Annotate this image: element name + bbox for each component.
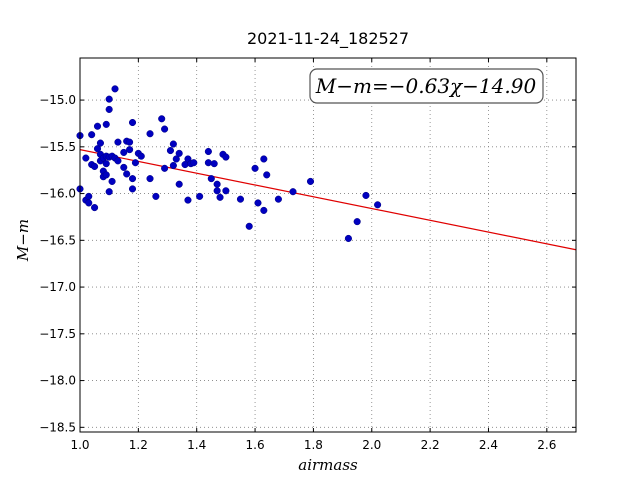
y-axis-label: M−m — [14, 219, 32, 262]
data-point — [161, 125, 169, 133]
x-tick-label: 2.0 — [362, 438, 381, 452]
data-point — [207, 175, 215, 183]
data-point — [108, 177, 116, 185]
data-point — [93, 122, 102, 130]
data-point — [152, 192, 160, 200]
data-point — [204, 147, 212, 156]
data-point — [213, 180, 221, 188]
y-tick-labels: −15.0 −15.5 −16.0 −16.5 −17.0 −17.5 −18.0 −18.5 — [39, 93, 76, 434]
data-point — [175, 180, 183, 188]
data-point — [260, 206, 268, 214]
data-point — [102, 171, 110, 179]
x-tick-label: 1.2 — [129, 438, 148, 452]
data-point — [190, 159, 198, 167]
data-point — [251, 164, 259, 172]
data-point — [85, 199, 93, 207]
data-point — [146, 175, 154, 183]
chart-title: 2021-11-24_182527 — [247, 29, 409, 49]
data-point — [166, 147, 174, 155]
axis-ticks — [79, 58, 576, 432]
data-point — [128, 118, 137, 127]
data-point — [374, 201, 382, 209]
data-point — [222, 153, 230, 161]
data-point — [126, 146, 134, 154]
y-tick-label: −16.5 — [39, 233, 76, 247]
data-point — [96, 139, 104, 147]
data-point — [120, 163, 128, 171]
data-point — [362, 191, 370, 199]
plot-area-frame — [79, 57, 577, 433]
data-point — [85, 192, 93, 200]
data-point — [128, 175, 137, 183]
data-point — [91, 162, 99, 171]
y-tick-label: −18.0 — [39, 374, 76, 388]
y-tick-label: −18.5 — [39, 420, 76, 434]
data-point — [222, 187, 230, 195]
data-point — [353, 218, 361, 226]
x-tick-label: 1.0 — [70, 438, 89, 452]
annotation-box — [309, 68, 544, 104]
data-point — [184, 196, 192, 204]
data-point — [306, 177, 315, 185]
x-tick-label: 2.2 — [421, 438, 440, 452]
x-tick-labels: 1.0 1.2 1.4 1.6 1.8 2.0 2.2 2.4 2.6 — [70, 438, 556, 452]
y-tick-label: −17.5 — [39, 327, 76, 341]
x-axis-label: airmass — [298, 456, 358, 474]
data-point — [105, 188, 113, 196]
data-point — [172, 155, 180, 163]
data-point — [91, 204, 99, 212]
x-tick-label: 2.6 — [537, 438, 556, 452]
data-point — [158, 115, 166, 123]
data-point — [175, 149, 183, 157]
data-point — [260, 155, 268, 163]
data-point — [196, 192, 204, 200]
data-point — [120, 148, 128, 156]
data-point — [114, 157, 122, 165]
x-tick-label: 1.6 — [246, 438, 265, 452]
data-point — [114, 138, 122, 146]
x-tick-label: 1.4 — [187, 438, 206, 452]
data-point — [204, 159, 212, 167]
data-point — [111, 85, 119, 93]
data-point — [88, 131, 96, 139]
x-tick-label: 1.8 — [304, 438, 323, 452]
data-point — [128, 185, 137, 193]
data-point — [236, 195, 245, 203]
data-point — [169, 161, 177, 170]
x-tick-label: 2.4 — [479, 438, 498, 452]
data-point — [344, 234, 352, 243]
y-tick-label: −15.0 — [39, 93, 76, 107]
data-point — [213, 187, 221, 195]
data-point — [131, 159, 139, 167]
data-point — [146, 130, 154, 138]
data-point — [161, 164, 169, 172]
fit-annotation: M−m=−0.63χ−14.90 — [309, 68, 544, 104]
data-point — [102, 120, 110, 128]
data-point — [126, 138, 134, 146]
y-tick-label: −15.5 — [39, 140, 76, 154]
data-point — [169, 140, 177, 148]
data-point — [82, 154, 90, 162]
data-point — [289, 188, 297, 196]
data-point — [216, 193, 224, 201]
data-point — [263, 171, 271, 179]
data-point — [210, 160, 218, 168]
annotation-text: M−m=−0.63χ−14.90 — [315, 74, 537, 98]
data-point — [123, 170, 131, 178]
y-tick-label: −16.0 — [39, 187, 76, 201]
data-point — [274, 195, 282, 203]
data-point — [137, 152, 145, 160]
data-point — [105, 95, 113, 103]
data-point — [93, 145, 102, 153]
y-tick-label: −17.0 — [39, 280, 76, 294]
data-points — [76, 85, 382, 243]
data-point — [102, 160, 110, 168]
data-point — [254, 199, 262, 207]
data-point — [245, 222, 253, 230]
data-point — [105, 105, 113, 113]
